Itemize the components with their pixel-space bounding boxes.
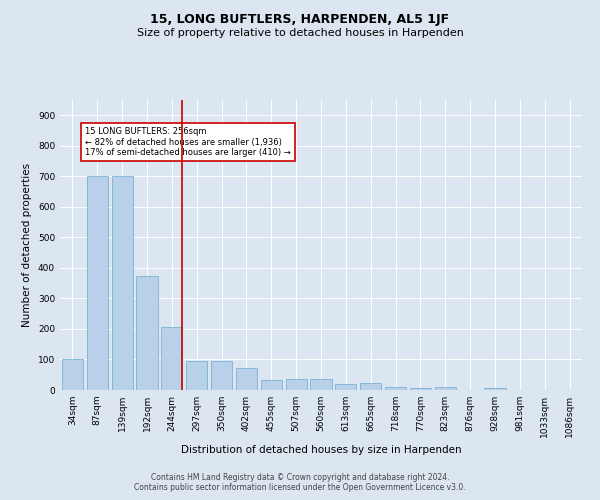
Bar (435, 387, 456, 390)
Text: Size of property relative to detached houses in Harpenden: Size of property relative to detached ho… (137, 28, 463, 38)
Bar (62, 360, 83, 390)
Bar (410, 388, 431, 390)
Bar (360, 384, 381, 390)
X-axis label: Distribution of detached houses by size in Harpenden: Distribution of detached houses by size … (181, 446, 461, 456)
Text: 15, LONG BUFTLERS, HARPENDEN, AL5 1JF: 15, LONG BUFTLERS, HARPENDEN, AL5 1JF (151, 12, 449, 26)
Bar (211, 361, 232, 390)
Bar (335, 384, 356, 390)
Bar (484, 388, 506, 390)
Bar (310, 380, 332, 390)
Bar (236, 368, 257, 390)
Bar (112, 176, 133, 390)
Bar (261, 380, 282, 390)
Bar (186, 361, 207, 390)
Bar (161, 328, 182, 390)
Y-axis label: Number of detached properties: Number of detached properties (22, 163, 32, 327)
Text: Contains HM Land Registry data © Crown copyright and database right 2024.
Contai: Contains HM Land Registry data © Crown c… (134, 473, 466, 492)
Bar (286, 380, 307, 390)
Bar (87, 176, 108, 390)
Text: 15 LONG BUFTLERS: 256sqm
← 82% of detached houses are smaller (1,936)
17% of sem: 15 LONG BUFTLERS: 256sqm ← 82% of detach… (85, 128, 290, 158)
Bar (136, 276, 158, 390)
Bar (385, 387, 406, 390)
